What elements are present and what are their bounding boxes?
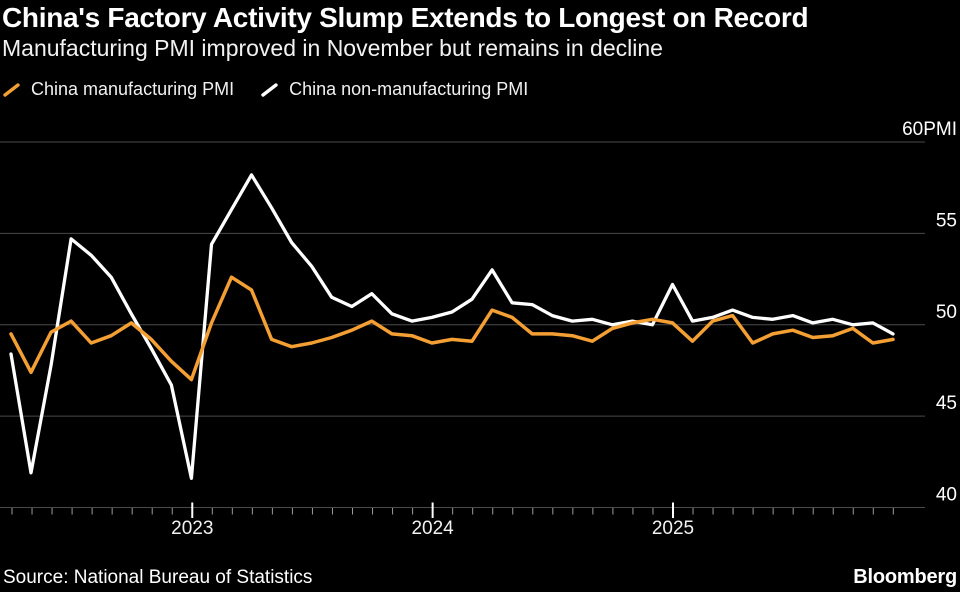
manufacturing-series-slash-icon [3,82,20,97]
x-axis-label-2024: 2024 [411,518,454,539]
y-axis-label-50: 50 [936,302,957,323]
non-manufacturing-pmi-line [9,173,895,480]
chart-subtitle: Manufacturing PMI improved in November b… [2,35,663,61]
chart-title: China's Factory Activity Slump Extends t… [2,2,809,33]
legend-item-manufacturing-pmi: China manufacturing PMI [2,79,234,100]
y-axis-label-40: 40 [936,485,957,506]
legend-label-non-manufacturing-pmi: China non-manufacturing PMI [289,79,529,99]
chart-legend: China manufacturing PMI China non-manufa… [2,79,528,100]
legend-item-non-manufacturing-pmi: China non-manufacturing PMI [260,79,528,100]
y-axis-label-55: 55 [936,210,957,231]
y-axis-label-60: 60PMI [902,119,957,140]
x-axis-label-2023: 2023 [171,518,213,539]
legend-label-manufacturing-pmi: China manufacturing PMI [31,79,235,99]
y-axis-label-45: 45 [936,393,957,414]
non-manufacturing-series-slash-icon [261,82,278,97]
manufacturing-pmi-line [9,275,895,382]
chart-footer: Source: National Bureau of Statistics Bl… [3,566,957,589]
bloomberg-logo: Bloomberg [853,566,957,588]
source-note: Source: National Bureau of Statistics [3,567,313,588]
x-axis-label-2025: 2025 [652,518,694,539]
